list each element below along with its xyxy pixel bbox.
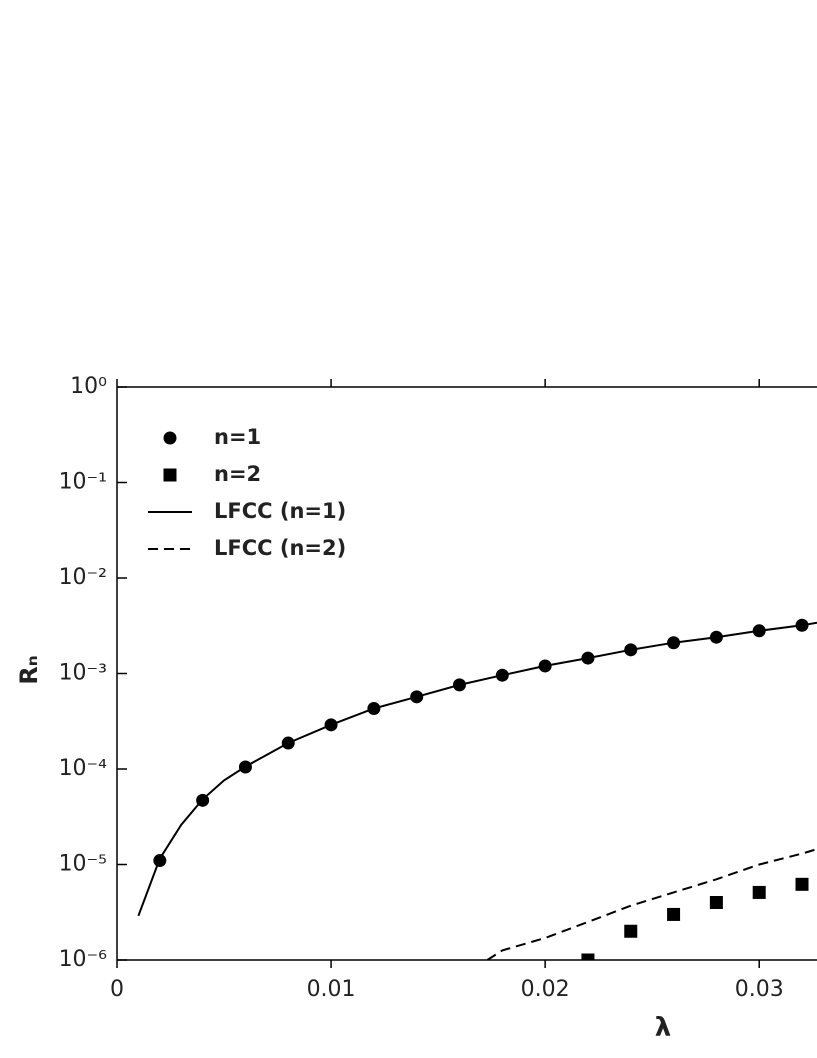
x-tick-label: 0.03 bbox=[735, 977, 784, 1002]
point bbox=[667, 907, 681, 921]
x-tick-label: 0 bbox=[110, 977, 124, 1002]
line bbox=[486, 848, 817, 960]
y-tick-label: 10⁻³ bbox=[59, 661, 107, 686]
x-tick-label: 0.01 bbox=[307, 977, 356, 1002]
legend-label: n=1 bbox=[214, 425, 261, 449]
point bbox=[163, 468, 177, 482]
point bbox=[795, 877, 809, 891]
point bbox=[709, 896, 723, 910]
plot-area bbox=[137, 618, 817, 960]
legend-label: LFCC (n=1) bbox=[214, 499, 346, 523]
y-tick-label: 10⁻¹ bbox=[59, 470, 107, 495]
x-tick-label: 0.02 bbox=[521, 977, 570, 1002]
y-axis-label: Rₙ bbox=[15, 655, 43, 684]
point bbox=[581, 953, 595, 960]
y-tick-label: 10⁻⁵ bbox=[59, 852, 107, 877]
legend-label: LFCC (n=2) bbox=[214, 536, 346, 560]
y-tick-label: 10⁻² bbox=[59, 565, 107, 590]
y-tick-label: 10⁻⁴ bbox=[59, 756, 108, 781]
point bbox=[163, 431, 177, 445]
y-tick-label: 10⁰ bbox=[70, 374, 107, 399]
y-tick-label: 10⁻⁶ bbox=[59, 947, 108, 972]
point bbox=[752, 885, 766, 899]
point bbox=[624, 924, 638, 938]
x-axis-label: λ bbox=[655, 1013, 671, 1043]
legend-label: n=2 bbox=[214, 462, 261, 486]
line bbox=[137, 621, 817, 917]
